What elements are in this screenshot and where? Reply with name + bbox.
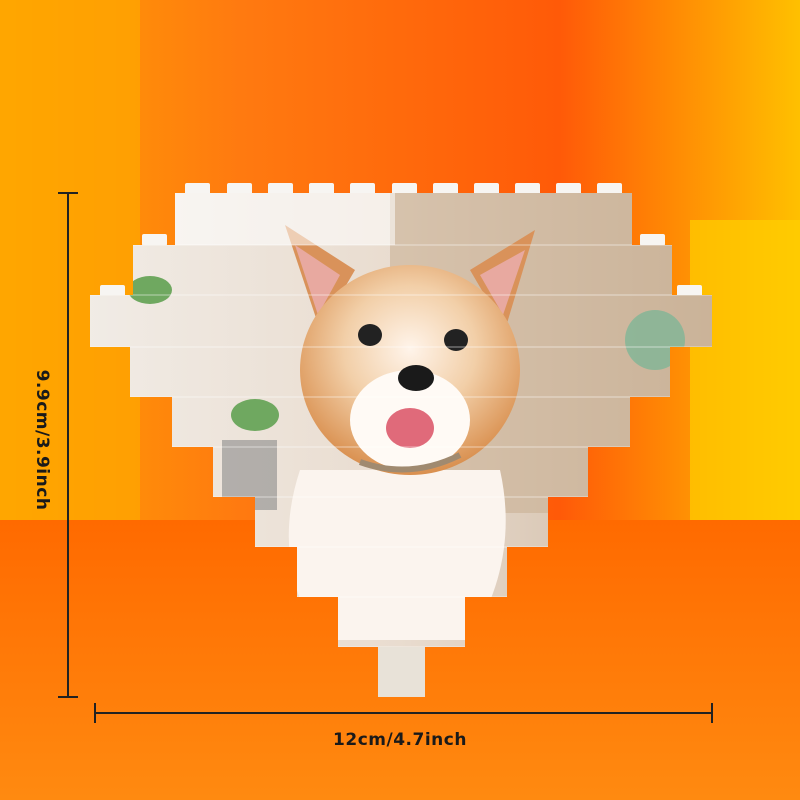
background-wall-right bbox=[690, 220, 800, 520]
plant-left bbox=[128, 276, 279, 431]
brick-studs bbox=[100, 183, 702, 297]
puppy bbox=[285, 225, 535, 640]
height-dimension-line bbox=[58, 192, 78, 698]
width-label: 12cm/4.7inch bbox=[333, 730, 467, 750]
plant-right bbox=[625, 310, 685, 370]
background-wall-left bbox=[0, 0, 140, 540]
width-dimension-line bbox=[94, 703, 713, 723]
height-label: 9.9cm/3.9inch bbox=[32, 369, 52, 511]
heart-brick-photo bbox=[90, 193, 712, 697]
